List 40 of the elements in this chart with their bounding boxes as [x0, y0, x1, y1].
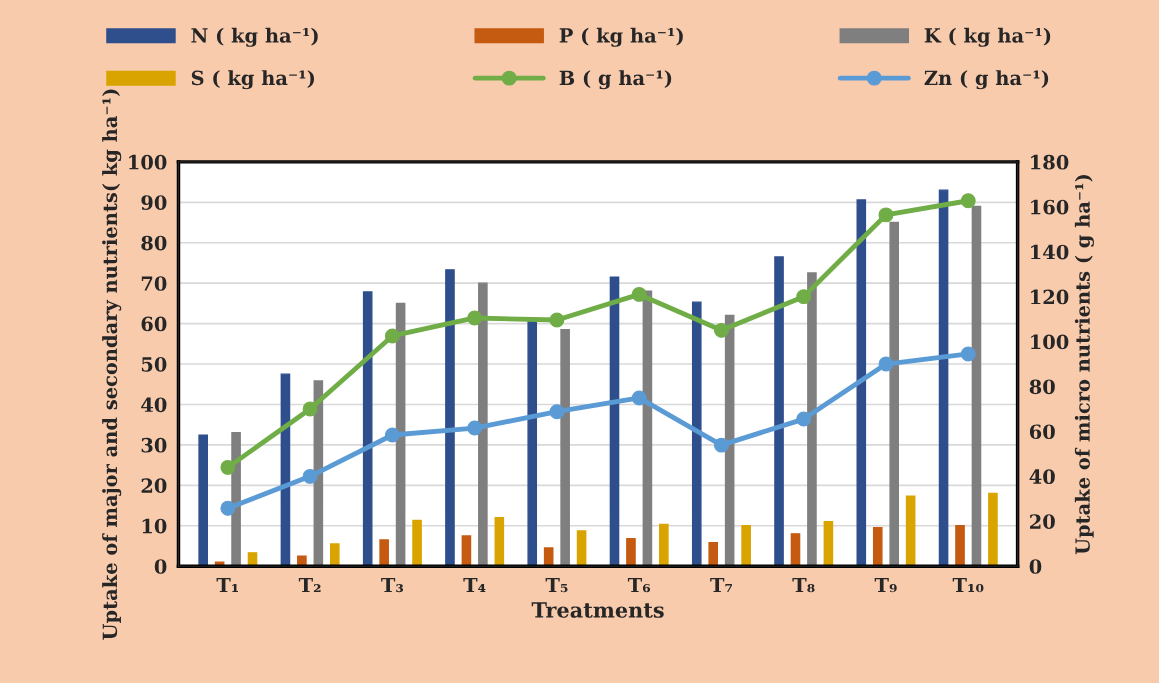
x-axis-title: Treatments — [531, 602, 664, 618]
y2-tick-label: 100 — [1031, 334, 1069, 350]
x-tick-label: T₈ — [792, 577, 815, 593]
x-tick-label: T₃ — [381, 577, 404, 593]
x-tick-label: T₄ — [463, 577, 486, 593]
legend-label: N ( kg ha⁻¹) — [191, 27, 318, 47]
y-tick-label: 60 — [141, 316, 167, 332]
y2-tick-label: 160 — [1031, 199, 1069, 215]
y2-tick-label: 120 — [1031, 289, 1069, 305]
legend-label: P ( kg ha⁻¹) — [559, 27, 683, 47]
y-tick-label: 50 — [141, 356, 167, 372]
y-tick-label: 70 — [141, 276, 167, 291]
y2-tick-label: 180 — [1031, 154, 1069, 170]
y2-axis-title: Uptake of micro nutrients ( g ha⁻¹) — [1074, 175, 1094, 555]
x-tick-label: T₇ — [710, 577, 732, 593]
legend-label: Zn ( g ha⁻¹) — [924, 70, 1049, 90]
y-tick-label: 10 — [142, 518, 167, 534]
x-tick-label: T₁ — [216, 577, 238, 593]
y-tick-label: 30 — [141, 437, 167, 453]
y-axis-title: Uptake of major and secondary nutrients( kg ha⁻¹) — [102, 89, 122, 640]
y2-tick-label: 40 — [1029, 469, 1055, 485]
y-tick-label: 100 — [129, 154, 167, 170]
y-tick-label: 80 — [141, 235, 167, 251]
y-tick-label: 0 — [154, 559, 167, 574]
legend-label: K ( kg ha⁻¹) — [924, 27, 1051, 47]
y2-tick-label: 80 — [1029, 379, 1055, 395]
y2-tick-label: 140 — [1031, 244, 1069, 260]
y-tick-label: 20 — [141, 478, 167, 493]
x-tick-label: T₅ — [545, 577, 568, 593]
y2-tick-label: 0 — [1029, 559, 1042, 574]
legend-label: S ( kg ha⁻¹) — [191, 70, 315, 90]
y-tick-label: 40 — [141, 397, 167, 413]
x-tick-label: T₆ — [627, 577, 651, 593]
x-tick-label: T₉ — [874, 577, 897, 593]
x-tick-label: T₂ — [298, 577, 321, 593]
legend-label: B ( g ha⁻¹) — [559, 70, 672, 90]
x-tick-label: T₁₀ — [952, 577, 984, 593]
y-tick-label: 90 — [141, 195, 167, 210]
y2-tick-label: 20 — [1030, 514, 1055, 529]
y2-tick-label: 60 — [1029, 424, 1055, 440]
